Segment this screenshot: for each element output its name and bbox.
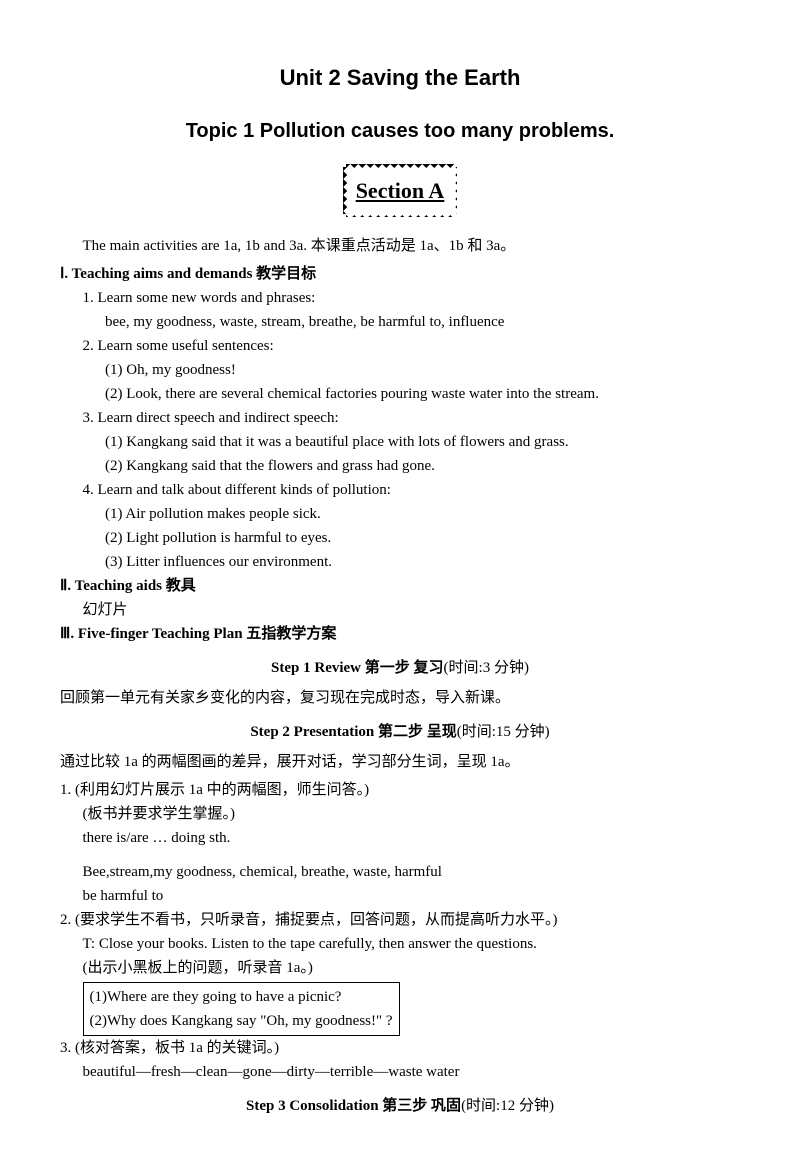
aim-1: 1. Learn some new words and phrases: <box>60 286 740 310</box>
intro-text: The main activities are 1a, 1b and 3a. 本… <box>60 234 740 258</box>
section-label: Section A <box>352 178 449 203</box>
aim-2: 2. Learn some useful sentences: <box>60 334 740 358</box>
aim-3b: (2) Kangkang said that the flowers and g… <box>60 454 740 478</box>
aim-1-content: bee, my goodness, waste, stream, breathe… <box>60 310 740 334</box>
section-label-wrap: Section A <box>60 167 740 214</box>
step2-question-box: (1)Where are they going to have a picnic… <box>83 982 400 1036</box>
heading-five-finger: Ⅲ. Five-finger Teaching Plan 五指教学方案 <box>60 622 740 646</box>
aids-content: 幻灯片 <box>60 598 740 622</box>
aim-4: 4. Learn and talk about different kinds … <box>60 478 740 502</box>
aim-3: 3. Learn direct speech and indirect spee… <box>60 406 740 430</box>
box-q2: (2)Why does Kangkang say "Oh, my goodnes… <box>90 1009 393 1033</box>
step3-title: Step 3 Consolidation 第三步 巩固 <box>246 1098 461 1114</box>
step3-heading: Step 3 Consolidation 第三步 巩固(时间:12 分钟) <box>60 1094 740 1118</box>
step1-time: (时间:3 分钟) <box>444 660 529 676</box>
step2-item3: 3. (核对答案，板书 1a 的关键词。) <box>60 1036 740 1060</box>
aim-4b: (2) Light pollution is harmful to eyes. <box>60 526 740 550</box>
heading-teaching-aids: Ⅱ. Teaching aids 教具 <box>60 574 740 598</box>
step2-box-wrap: (1)Where are they going to have a picnic… <box>60 980 740 1036</box>
aim-4c: (3) Litter influences our environment. <box>60 550 740 574</box>
step2-heading: Step 2 Presentation 第二步 呈现(时间:15 分钟) <box>60 720 740 744</box>
step2-item1: 1. (利用幻灯片展示 1a 中的两幅图，师生问答。) <box>60 778 740 802</box>
aim-2b: (2) Look, there are several chemical fac… <box>60 382 740 406</box>
section-label-box: Section A <box>346 167 455 214</box>
aim-4a: (1) Air pollution makes people sick. <box>60 502 740 526</box>
step3-time: (时间:12 分钟) <box>461 1098 554 1114</box>
step1-body: 回顾第一单元有关家乡变化的内容，复习现在完成时态，导入新课。 <box>60 686 740 710</box>
step2-item2b: (出示小黑板上的问题，听录音 1a。) <box>60 956 740 980</box>
step2-item1d: be harmful to <box>60 884 740 908</box>
step2-item2: 2. (要求学生不看书，只听录音，捕捉要点，回答问题，从而提高听力水平。) <box>60 908 740 932</box>
aim-3a: (1) Kangkang said that it was a beautifu… <box>60 430 740 454</box>
step2-time: (时间:15 分钟) <box>457 724 550 740</box>
step2-item1c: Bee,stream,my goodness, chemical, breath… <box>60 860 740 884</box>
step2-item1a: (板书并要求学生掌握。) <box>60 802 740 826</box>
step2-item1b: there is/are … doing sth. <box>60 826 740 850</box>
heading-teaching-aims: Ⅰ. Teaching aims and demands 教学目标 <box>60 262 740 286</box>
step2-item3a: beautiful—fresh—clean—gone—dirty—terribl… <box>60 1060 740 1084</box>
topic-title: Topic 1 Pollution causes too many proble… <box>60 115 740 147</box>
aim-2a: (1) Oh, my goodness! <box>60 358 740 382</box>
unit-title: Unit 2 Saving the Earth <box>60 60 740 95</box>
step1-heading: Step 1 Review 第一步 复习(时间:3 分钟) <box>60 656 740 680</box>
step2-title: Step 2 Presentation 第二步 呈现 <box>250 724 456 740</box>
step1-title: Step 1 Review 第一步 复习 <box>271 660 444 676</box>
step2-item2a: T: Close your books. Listen to the tape … <box>60 932 740 956</box>
box-q1: (1)Where are they going to have a picnic… <box>90 985 393 1009</box>
step2-intro: 通过比较 1a 的两幅图画的差异，展开对话，学习部分生词，呈现 1a。 <box>60 750 740 774</box>
